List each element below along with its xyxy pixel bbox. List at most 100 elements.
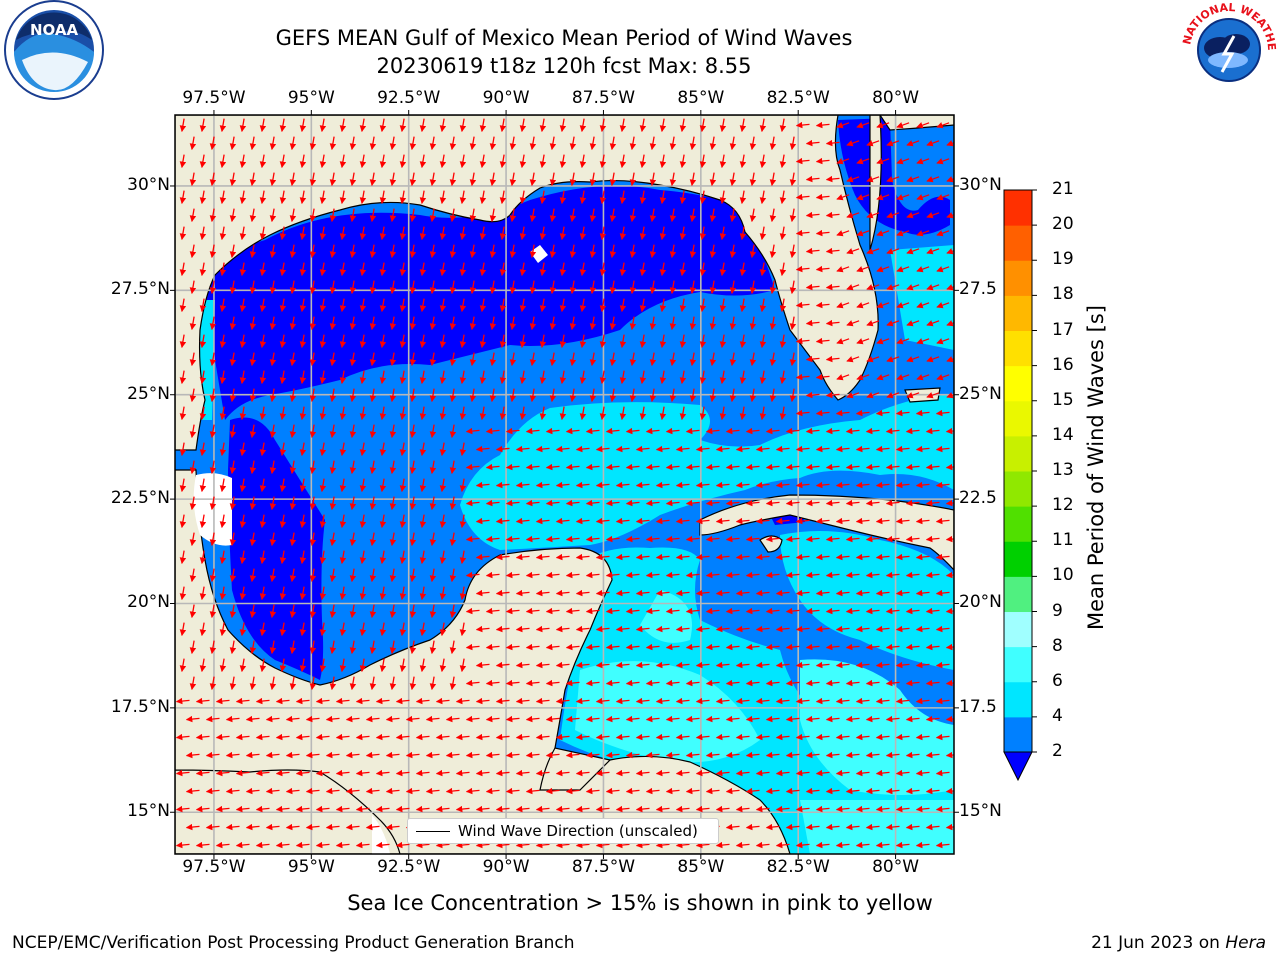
wind-wave-arrow (645, 427, 660, 435)
wind-wave-arrow (429, 172, 437, 187)
wind-wave-arrow (505, 463, 520, 471)
wind-wave-arrow (499, 406, 507, 421)
wind-wave-arrow (779, 118, 787, 133)
wind-wave-arrow (585, 427, 600, 435)
wind-wave-arrow (795, 301, 810, 309)
wind-wave-arrow (876, 338, 890, 345)
colorbar-tick-label: 13 (1052, 460, 1074, 480)
wind-wave-arrow (269, 280, 277, 295)
wind-wave-arrow (479, 298, 487, 313)
wind-wave-arrow (469, 172, 477, 187)
wind-wave-arrow (885, 463, 900, 471)
wind-wave-arrow (179, 262, 187, 277)
wind-wave-arrow (309, 136, 317, 151)
wind-wave-arrow (259, 190, 267, 205)
wind-wave-arrow (599, 334, 607, 349)
wind-wave-arrow (679, 154, 687, 169)
wind-wave-arrow (419, 370, 427, 385)
y-tick-label-left: 20°N (127, 592, 170, 613)
wind-wave-arrow (896, 374, 910, 381)
wind-wave-arrow (249, 136, 257, 151)
wind-wave-arrow (429, 352, 437, 367)
wind-wave-arrow (179, 406, 187, 421)
wind-wave-arrow (845, 427, 860, 435)
wind-wave-arrow (846, 320, 860, 327)
wind-wave-arrow (489, 352, 497, 367)
wind-wave-arrow (719, 190, 727, 205)
wind-wave-arrow (495, 481, 510, 489)
wind-wave-arrow (279, 298, 287, 313)
wind-wave-arrow (519, 190, 527, 205)
wind-wave-arrow (906, 140, 920, 147)
wind-wave-arrow (259, 154, 267, 169)
wind-wave-arrow (846, 140, 860, 147)
wind-wave-arrow (856, 374, 870, 381)
wind-wave-arrow (299, 478, 307, 493)
chart-title: GEFS MEAN Gulf of Mexico Mean Period of … (275, 26, 853, 50)
wind-wave-arrow (795, 409, 810, 417)
wind-wave-arrow (946, 356, 954, 363)
wind-wave-arrow (269, 208, 277, 223)
wind-wave-arrow (209, 460, 217, 475)
wind-wave-arrow (685, 427, 700, 435)
wind-wave-arrow (679, 334, 687, 349)
wind-wave-arrow (739, 190, 747, 205)
wind-wave-arrow (946, 392, 954, 399)
wind-wave-arrow (399, 334, 407, 349)
wind-wave-arrow (619, 298, 627, 313)
wind-wave-arrow (459, 298, 467, 313)
wind-wave-arrow (825, 211, 840, 219)
wind-wave-arrow (765, 463, 780, 471)
wind-wave-arrow (659, 298, 667, 313)
wind-wave-arrow (379, 478, 387, 493)
colorbar-tick-label: 11 (1052, 530, 1074, 551)
wind-wave-arrow (659, 154, 667, 169)
wind-wave-arrow (499, 298, 507, 313)
wind-wave-arrow (409, 460, 417, 475)
wind-wave-arrow (916, 194, 930, 201)
wind-wave-arrow (269, 460, 277, 475)
wind-wave-arrow (846, 356, 860, 363)
wind-wave-arrow (259, 118, 267, 133)
wind-wave-arrow (279, 370, 287, 385)
wind-wave-arrow (729, 136, 737, 151)
colorbar-segment (1004, 716, 1032, 753)
wind-wave-arrow (926, 356, 940, 363)
wind-wave-arrow (419, 442, 427, 457)
wind-wave-arrow (795, 337, 810, 345)
wind-wave-arrow (489, 136, 497, 151)
wind-wave-arrow (689, 208, 697, 223)
wind-wave-arrow (579, 190, 587, 205)
wind-wave-arrow (745, 427, 760, 435)
wind-wave-arrow (639, 370, 647, 385)
wind-wave-arrow (569, 280, 577, 295)
wind-wave-arrow (709, 352, 717, 367)
wind-wave-arrow (499, 262, 507, 277)
wind-wave-arrow (459, 262, 467, 277)
wind-wave-arrow (539, 370, 547, 385)
wind-wave-arrow (479, 370, 487, 385)
wind-wave-arrow (419, 262, 427, 277)
wind-wave-arrow (895, 409, 910, 417)
wind-wave-arrow (289, 172, 297, 187)
wind-wave-arrow (449, 460, 457, 475)
wind-wave-arrow (825, 283, 840, 291)
wind-wave-arrow (679, 370, 687, 385)
wind-wave-arrow (619, 154, 627, 169)
wind-wave-arrow (289, 244, 297, 259)
colorbar-label: Mean Period of Wind Waves [s] (1084, 305, 1108, 630)
wind-wave-arrow (219, 442, 227, 457)
wind-wave-arrow (279, 406, 287, 421)
wind-wave-arrow (309, 352, 317, 367)
wind-wave-arrow (649, 208, 657, 223)
x-tick-label-top: 80°W (872, 88, 920, 108)
wind-wave-arrow (769, 244, 777, 259)
wind-wave-arrow (739, 226, 747, 241)
wind-wave-arrow (569, 172, 577, 187)
wind-wave-arrow (359, 190, 367, 205)
wind-wave-arrow (219, 406, 227, 421)
wind-wave-arrow (709, 136, 717, 151)
wind-wave-arrow (739, 370, 747, 385)
wind-wave-arrow (569, 208, 577, 223)
wind-wave-arrow (729, 352, 737, 367)
